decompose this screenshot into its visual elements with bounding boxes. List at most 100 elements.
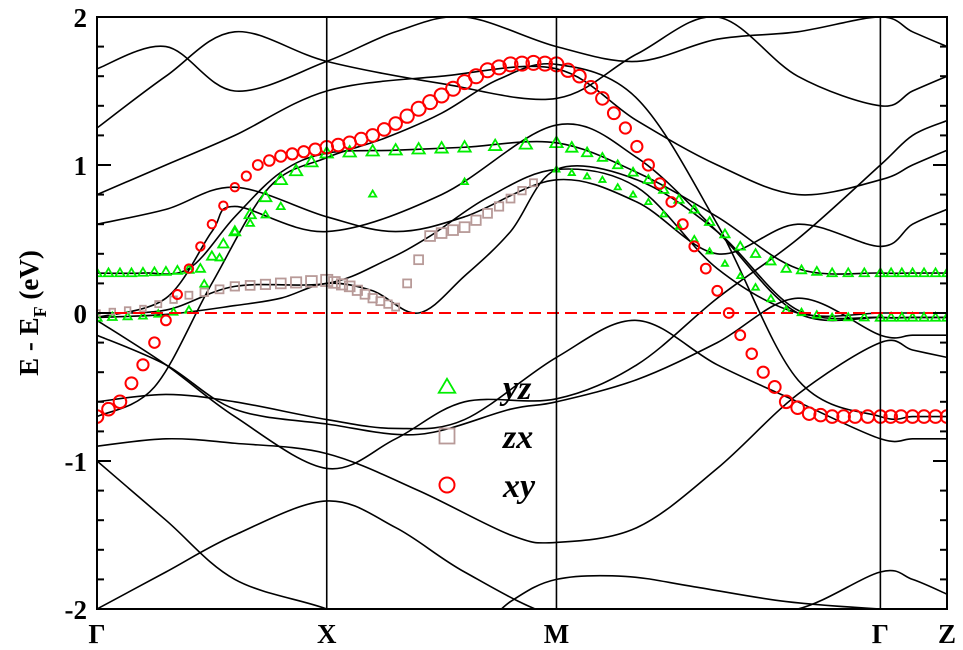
y-axis-title-main: E - E	[14, 317, 44, 376]
marker-yz	[895, 266, 909, 278]
marker-xy	[410, 100, 427, 117]
marker-xy	[308, 142, 323, 157]
marker-zx	[424, 230, 436, 242]
marker-xy	[399, 108, 415, 124]
marker-yz	[659, 209, 669, 218]
marker-xy	[445, 80, 462, 97]
marker-yz	[811, 309, 823, 319]
marker-xy	[893, 409, 909, 424]
marker-yz	[214, 252, 225, 262]
marker-yz	[917, 266, 931, 278]
marker-yz	[597, 174, 608, 183]
marker-yz	[906, 266, 919, 278]
marker-yz	[159, 265, 173, 276]
marker-yz	[148, 265, 161, 277]
x-tick-label: Z	[938, 619, 956, 649]
marker-yz	[564, 140, 579, 153]
marker-yz	[826, 311, 838, 322]
marker-yz	[580, 145, 594, 158]
marker-yz	[611, 158, 624, 170]
marker-xy	[905, 409, 920, 424]
marker-xy	[330, 137, 346, 153]
marker-zx	[199, 287, 209, 297]
marker-xy	[525, 54, 542, 71]
marker-xy	[229, 182, 241, 193]
marker-xy	[824, 409, 840, 424]
marker-xy	[836, 409, 851, 424]
marker-xy	[883, 409, 899, 424]
y-tick-labels: -2 -1 0 1 2	[65, 3, 88, 625]
band-13	[97, 17, 947, 92]
marker-zx	[529, 178, 538, 188]
marker-xy	[365, 128, 380, 143]
marker-xy	[665, 196, 678, 208]
marker-yz	[940, 311, 947, 322]
marker-zx	[391, 302, 401, 312]
marker-yz	[842, 311, 854, 322]
marker-xy	[251, 159, 264, 171]
marker-yz	[487, 137, 503, 151]
marker-yz	[387, 142, 404, 156]
marker-yz	[205, 249, 219, 261]
marker-yz	[810, 265, 824, 276]
x-tick-label: M	[544, 619, 569, 649]
marker-yz	[216, 237, 231, 249]
marker-yz	[137, 310, 149, 320]
marker-yz	[97, 311, 104, 322]
marker-xy	[195, 241, 206, 252]
y-axis-title: E - EF (eV)	[14, 250, 50, 376]
marker-zx	[458, 221, 471, 233]
marker-xy	[734, 329, 747, 342]
marker-yz	[364, 143, 381, 157]
marker-yz	[796, 306, 807, 317]
marker-yz	[643, 197, 654, 206]
y-tick-label: 1	[74, 151, 88, 181]
marker-xy	[160, 314, 172, 327]
marker-xy	[630, 139, 644, 154]
marker-xy	[583, 80, 599, 95]
marker-yz	[194, 262, 207, 273]
marker-yz	[229, 225, 241, 236]
marker-yz	[689, 234, 699, 243]
marker-xy	[433, 87, 450, 104]
marker-yz	[106, 310, 119, 321]
marker-xy	[479, 62, 496, 79]
marker-zx	[470, 214, 482, 226]
marker-xy	[572, 68, 587, 84]
marker-yz	[257, 189, 273, 203]
y-tick-label: -1	[65, 447, 88, 477]
marker-yz	[367, 188, 378, 198]
marker-zx	[493, 201, 505, 212]
marker-xy	[595, 91, 610, 106]
marker-yz	[582, 171, 592, 180]
marker-yz	[720, 258, 730, 267]
marker-zx	[154, 300, 163, 309]
marker-xy	[916, 409, 932, 424]
marker-zx	[447, 224, 459, 236]
marker-xy	[263, 154, 276, 167]
legend-item-xy: xy	[438, 468, 536, 505]
marker-yz	[842, 266, 855, 278]
marker-yz	[895, 311, 909, 322]
marker-yz	[567, 168, 577, 176]
marker-yz	[303, 154, 320, 168]
marker-xy	[97, 409, 105, 424]
marker-xy	[711, 284, 724, 297]
weights-zx-1	[97, 178, 538, 317]
marker-xy	[653, 177, 667, 190]
x-tick-label: Γ	[88, 619, 105, 649]
marker-xy	[860, 409, 876, 424]
band-15	[97, 500, 947, 609]
legend-item-zx: zx	[438, 419, 533, 456]
marker-xy	[183, 263, 195, 274]
marker-xy	[240, 170, 252, 182]
marker-yz	[626, 166, 640, 177]
marker-xy	[514, 55, 530, 72]
high-symmetry-lines	[325, 17, 882, 609]
band-5	[97, 123, 947, 322]
marker-zx	[435, 227, 448, 239]
marker-zx	[108, 307, 117, 316]
marker-xy	[388, 116, 403, 131]
band-9	[97, 119, 947, 470]
marker-xy	[136, 358, 150, 372]
